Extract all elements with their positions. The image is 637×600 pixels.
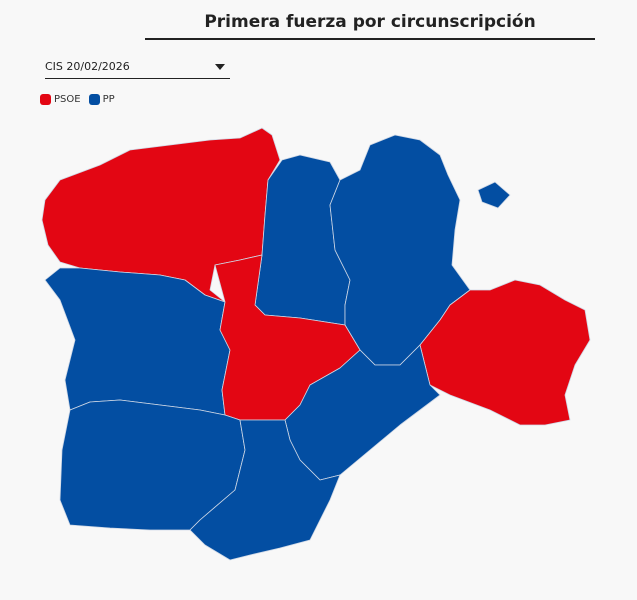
legend-item: PSOE (40, 94, 81, 105)
title: Primera fuerza por circunscripción (145, 12, 595, 40)
legend: PSOE PP (40, 94, 115, 105)
legend-label: PP (102, 94, 115, 105)
legend-swatch (40, 94, 51, 105)
legend-label: PSOE (54, 94, 81, 105)
legend-item: PP (88, 94, 115, 105)
dropdown[interactable]: CIS 20/02/2026 (45, 60, 230, 79)
province[interactable] (189, 419, 341, 561)
dropdown-label: CIS 20/02/2026 (45, 60, 130, 73)
province[interactable] (477, 181, 511, 209)
province[interactable] (419, 279, 591, 426)
dropdown-arrow[interactable] (215, 64, 225, 70)
legend-swatch (88, 94, 100, 105)
